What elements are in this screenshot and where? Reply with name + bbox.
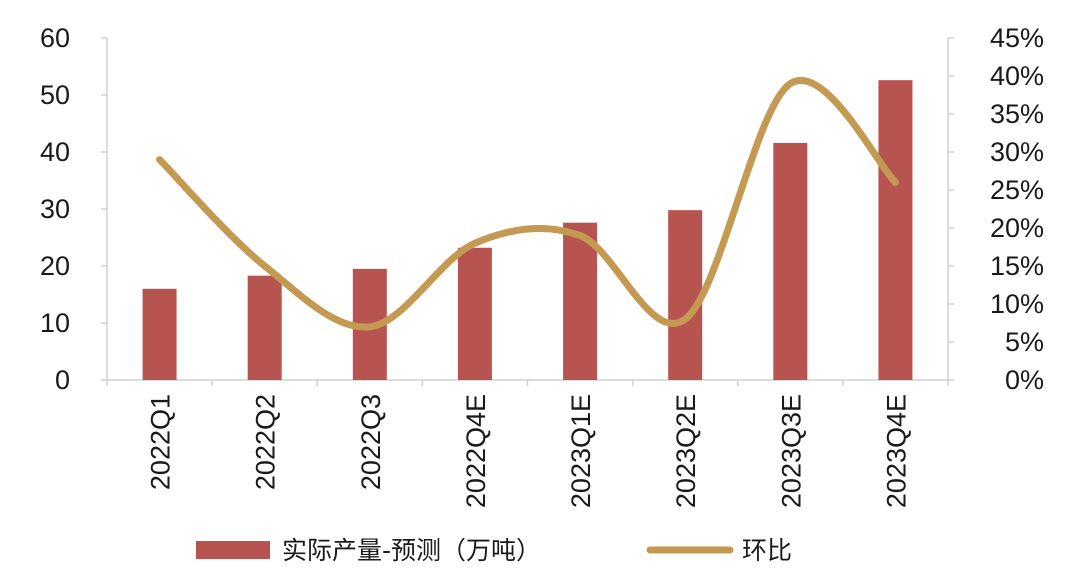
x-tick-labels: 2022Q1 2022Q2 2022Q3 2022Q4E 2023Q1E 2023Q2E 2…: [146, 394, 912, 508]
right-y-tick-label: 20%: [990, 213, 1044, 243]
x-tick-label: 2022Q4E: [461, 394, 491, 508]
bar-2023Q2E: [668, 210, 703, 380]
bar-2022Q1: [142, 288, 177, 380]
line-path-huanbi: [156, 77, 899, 331]
right-y-tick-label: 15%: [990, 251, 1044, 281]
bar-2022Q4E: [457, 247, 492, 380]
left-y-tick-label: 60: [40, 23, 70, 53]
legend-bar-swatch: [196, 541, 270, 559]
left-y-tick-label: 30: [40, 194, 70, 224]
right-y-tick-label: 35%: [990, 99, 1044, 129]
x-tick-label: 2022Q1: [146, 394, 176, 490]
bar-series: [142, 80, 913, 381]
bar-2023Q4E: [878, 80, 913, 381]
left-y-tick-label: 0: [55, 365, 70, 395]
axes: [101, 37, 954, 386]
left-y-tick-label: 10: [40, 308, 70, 338]
right-y-tick-label: 0%: [1005, 365, 1044, 395]
left-y-tick-label: 50: [40, 80, 70, 110]
right-y-tick-label: 10%: [990, 289, 1044, 319]
x-tick-label: 2023Q1E: [566, 394, 596, 508]
left-y-tick-label: 20: [40, 251, 70, 281]
line-series: [156, 77, 899, 331]
right-y-tick-label: 40%: [990, 61, 1044, 91]
bar-2022Q2: [247, 275, 282, 380]
bar-2023Q3E: [773, 142, 808, 380]
x-tick-label: 2023Q3E: [776, 394, 806, 508]
left-y-tick-label: 40: [40, 137, 70, 167]
left-y-tick-labels: 0 10 20 30 40 50 60: [40, 23, 70, 395]
legend-bar-label: 实际产量-预测（万吨）: [282, 536, 541, 565]
bar-2023Q1E: [563, 222, 598, 380]
x-tick-label: 2022Q2: [251, 394, 281, 490]
right-y-tick-labels: 0% 5% 10% 15% 20% 25% 30% 35% 40% 45%: [990, 23, 1044, 395]
legend-line-label: 环比: [742, 536, 792, 565]
right-y-tick-label: 25%: [990, 175, 1044, 205]
legend: 实际产量-预测（万吨） 环比: [196, 536, 792, 565]
right-y-tick-label: 45%: [990, 23, 1044, 53]
right-y-tick-label: 5%: [1005, 327, 1044, 357]
x-tick-label: 2023Q2E: [671, 394, 701, 508]
x-tick-label: 2023Q4E: [881, 394, 911, 508]
right-y-tick-label: 30%: [990, 137, 1044, 167]
x-tick-label: 2022Q3: [356, 394, 386, 490]
